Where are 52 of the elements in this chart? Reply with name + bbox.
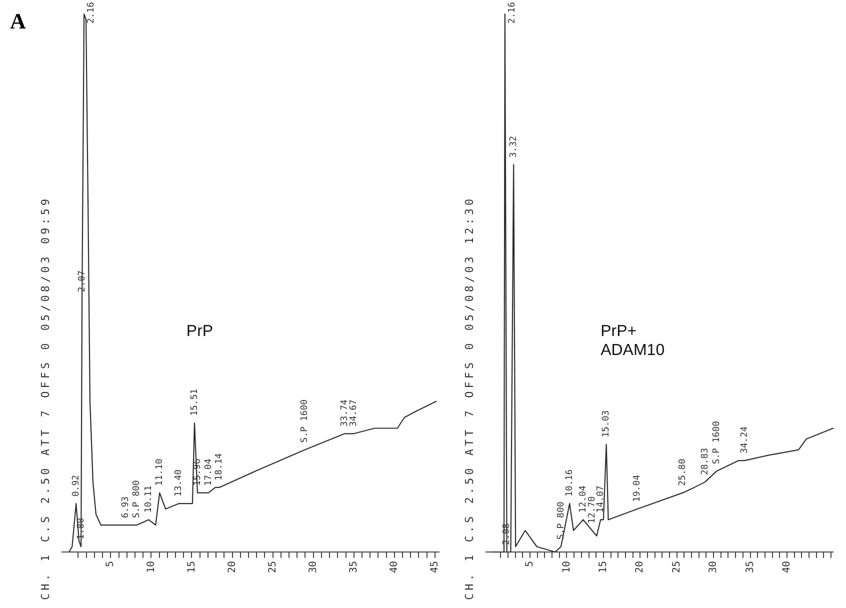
annotation: S.P 1600 [712, 420, 722, 464]
annotation: 33.74 [340, 400, 350, 427]
annotation: 28.83 [700, 448, 710, 476]
text: CH. 1 C.S 2.50 ATT 7 OFFS 0 05/08/03 12:30 [462, 196, 476, 600]
x-tick-label: 45 [430, 561, 441, 574]
annotation: 12.04 [578, 486, 589, 513]
x-tick-label: 35 [348, 561, 360, 574]
x-tick-label: 5 [524, 561, 536, 568]
x-tick-label: 15 [186, 561, 198, 574]
annotation: 14.07 [596, 486, 606, 513]
x-tick-label: 30 [308, 561, 319, 574]
annotation: 11.10 [154, 458, 165, 486]
annotation: 2.16 [86, 2, 96, 24]
x-tick-label: 40 [782, 561, 793, 574]
text: A [10, 8, 26, 34]
annotation: 2.16 [507, 2, 518, 24]
annotation: 10.16 [564, 469, 575, 497]
annotation: 1.80 [76, 518, 86, 540]
annotation: 13.40 [174, 469, 184, 497]
annotation: S.P 800 [132, 480, 142, 518]
x-tick-label: 35 [744, 561, 756, 574]
annotation: 18.14 [214, 453, 225, 480]
x-tick-label: 25 [671, 561, 682, 574]
annotation: 3.32 [508, 136, 519, 158]
x-tick-label: 30 [708, 561, 720, 574]
annotation: 6.93 [121, 496, 132, 518]
text: CH. 1 C.S 2.50 ATT 7 OFFS 0 05/08/03 09:59 [38, 196, 52, 600]
annotation: 34.67 [349, 400, 360, 427]
x-tick-label: 40 [389, 561, 400, 574]
x-tick-label: 15 [598, 561, 610, 574]
annotation: 15.03 [602, 410, 612, 438]
annotation: 10.11 [144, 486, 154, 513]
annotation: 2.07 [77, 270, 88, 292]
annotation: 15.51 [190, 388, 200, 416]
annotation: S.P 800 [556, 502, 566, 540]
x-tick-label: 10 [561, 561, 572, 574]
x-tick-label: 10 [146, 561, 157, 574]
annotation: 34.24 [740, 426, 750, 454]
annotation: 19.04 [632, 474, 643, 502]
x-tick-label: 20 [634, 561, 646, 574]
annotation: 0.92 [71, 474, 82, 497]
x-tick-label: 20 [226, 561, 238, 574]
annotation: S.P 1600 [300, 399, 310, 443]
annotation: 2.08 [502, 523, 512, 545]
text: PrP+ ADAM10 [600, 322, 665, 359]
annotation: 25.80 [678, 458, 688, 486]
annotation: 15.96 [192, 458, 203, 486]
annotation: 17.04 [204, 458, 214, 486]
x-tick-label: 25 [267, 561, 278, 574]
text: PrP [186, 322, 214, 340]
x-tick-label: 5 [105, 561, 116, 568]
annotation: 12.70 [587, 496, 598, 524]
